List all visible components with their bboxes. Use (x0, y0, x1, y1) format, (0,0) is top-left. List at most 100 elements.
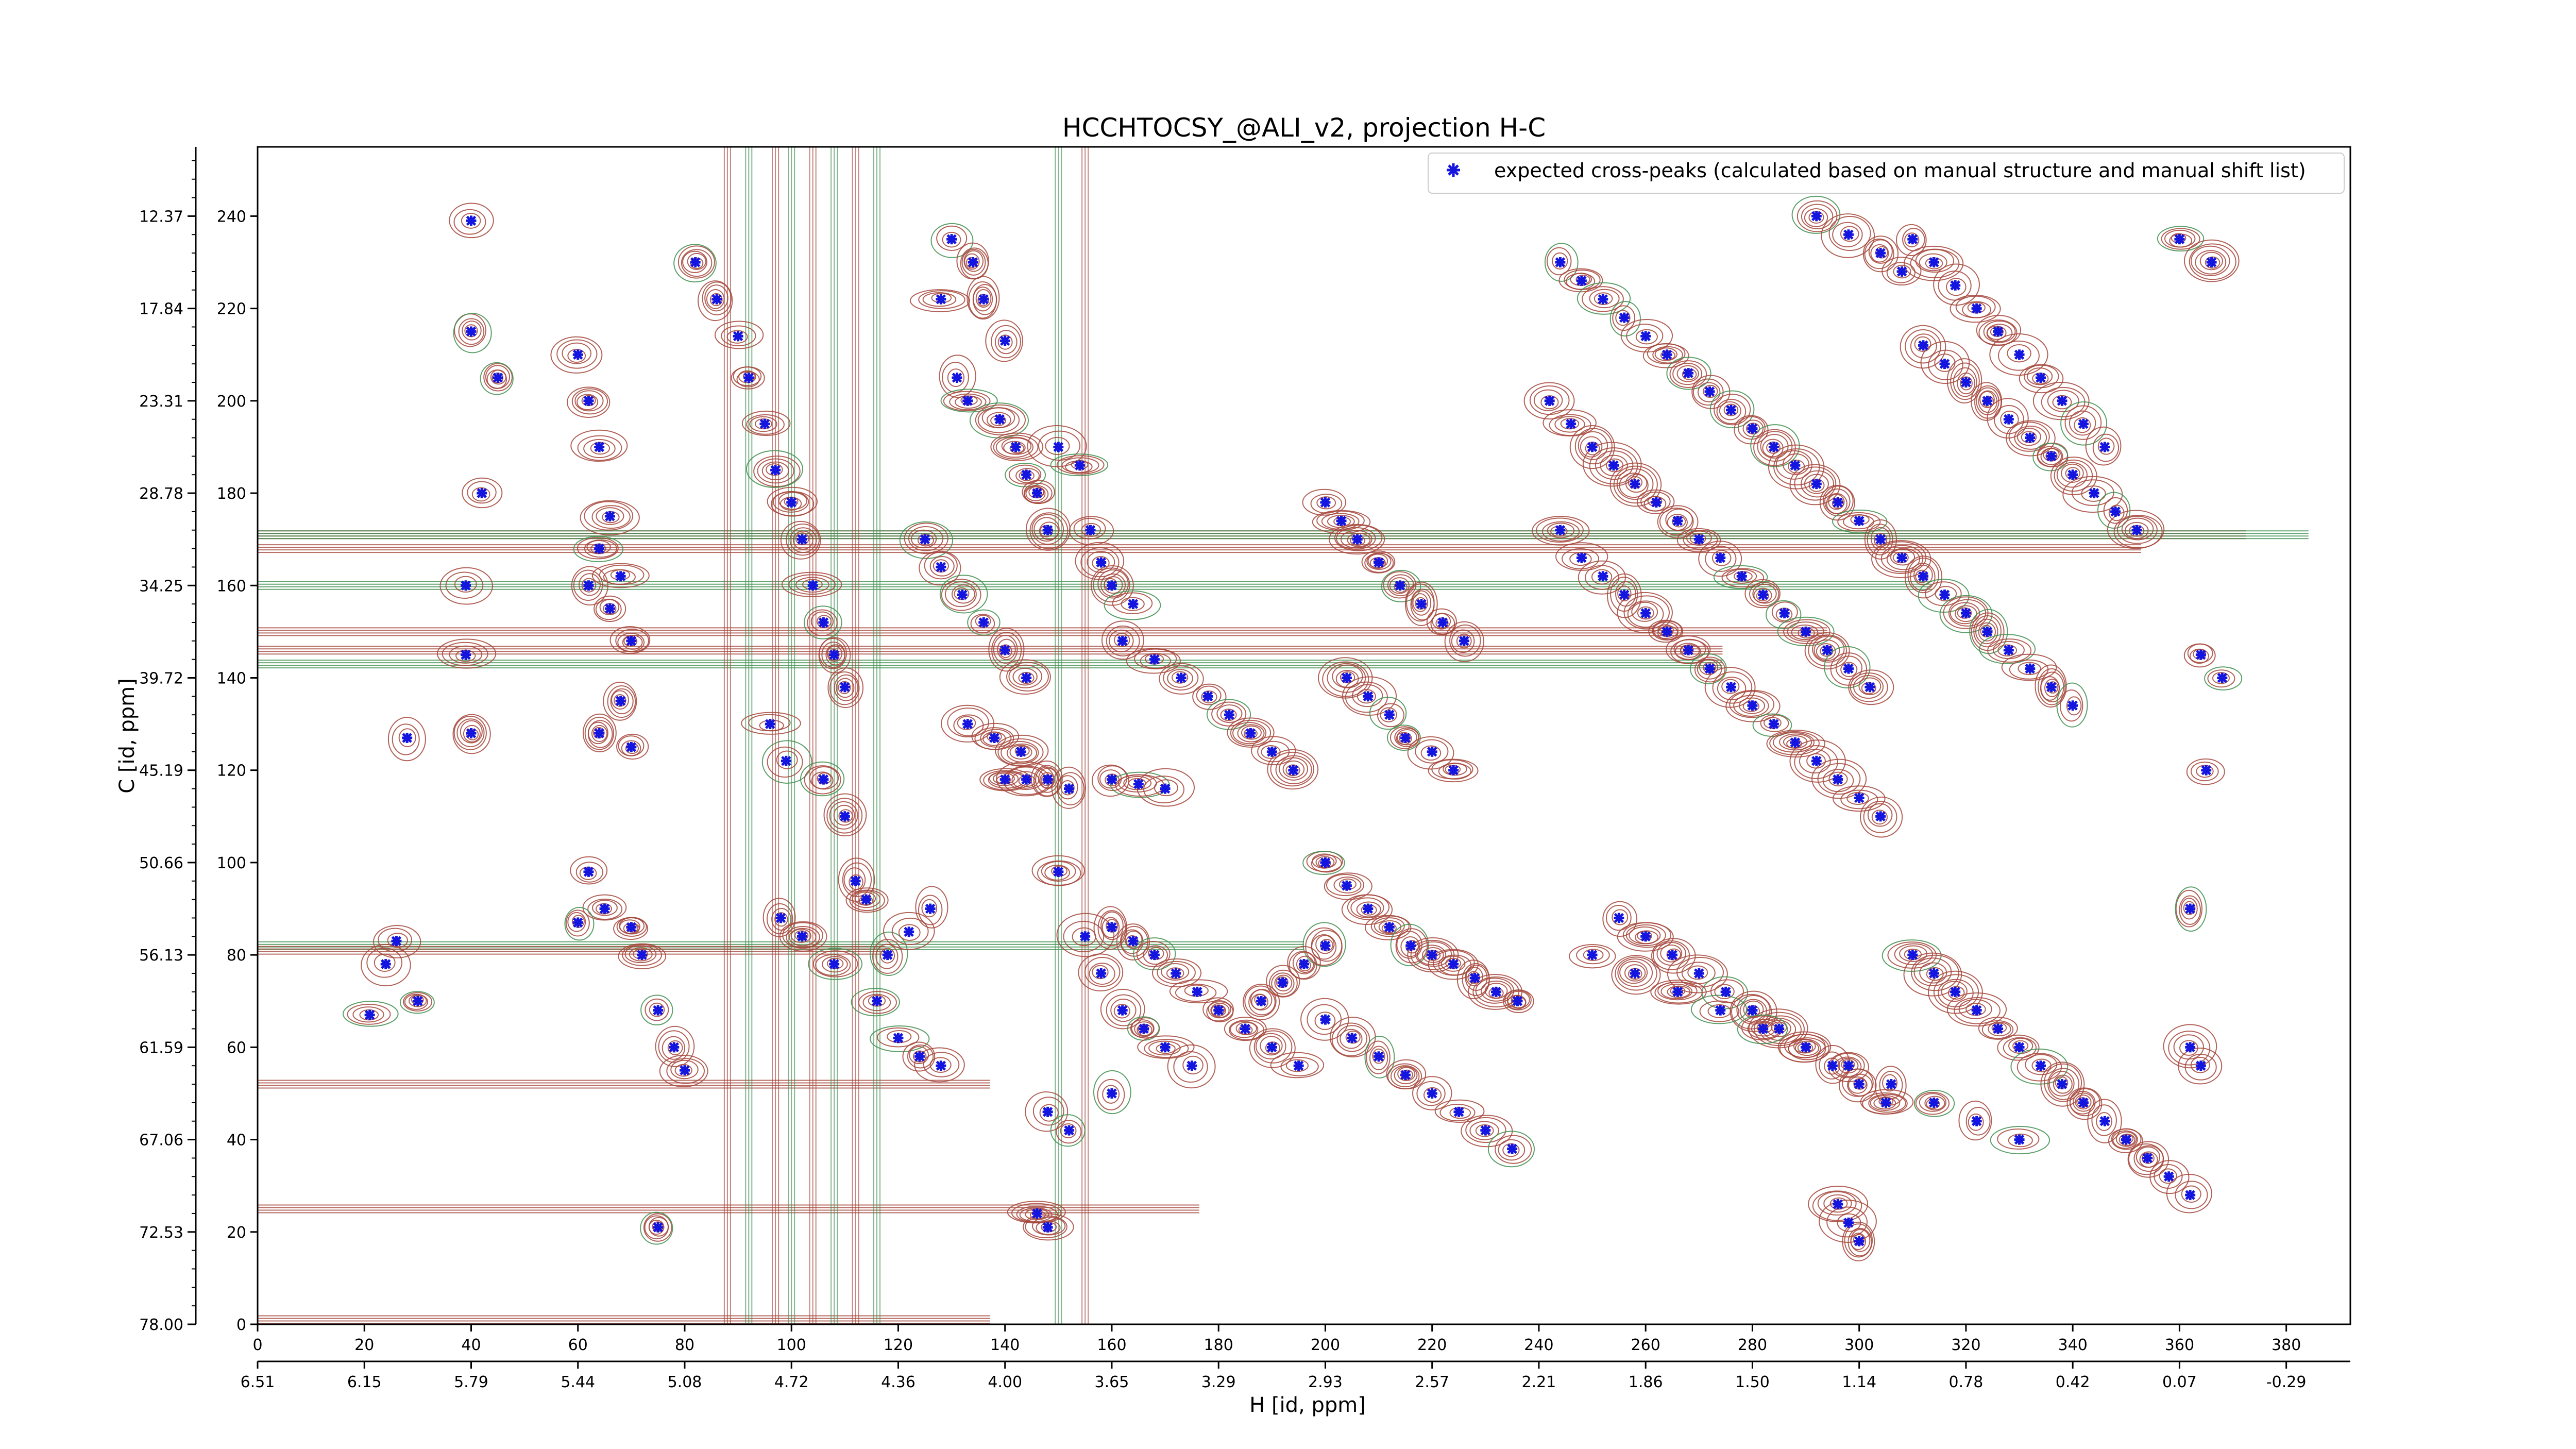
contour-ring (564, 906, 595, 941)
cross-peak-marker (1640, 931, 1651, 942)
contour-ring (2060, 401, 2108, 446)
cross-peak-marker (604, 511, 615, 521)
contour-ring (826, 798, 863, 834)
contour-ring (778, 492, 808, 510)
contour-ring (1893, 264, 1911, 279)
cross-peak-marker (786, 497, 797, 508)
contour-ring (1169, 979, 1228, 1004)
contour-ring (1978, 1017, 2018, 1040)
contour-ring (1192, 683, 1227, 710)
cross-peak-marker (936, 294, 946, 305)
contour-ring (2212, 672, 2230, 684)
cross-peak-marker (1704, 386, 1715, 397)
contour-ring (2047, 390, 2079, 412)
contour-layer (258, 147, 2309, 1324)
contour-ring (1749, 582, 1780, 606)
contour-ring (1789, 464, 1841, 506)
cross-peak-marker (1725, 682, 1736, 693)
contour-ring (2190, 761, 2219, 782)
cross-peak-marker (839, 811, 850, 822)
contour-ring (908, 526, 944, 551)
x-index-tick-label: 340 (2058, 1336, 2088, 1354)
cross-peak-marker (466, 728, 477, 739)
contour-ring (581, 578, 597, 593)
contour-ring (471, 487, 490, 502)
contour-ring (462, 477, 503, 509)
cross-peak-marker (1469, 972, 1480, 983)
contour-ring (1109, 629, 1134, 652)
cross-peak-marker (1747, 423, 1758, 434)
contour-ring (815, 954, 851, 976)
contour-ring (1905, 329, 1942, 364)
contour-ring (594, 595, 626, 622)
contour-ring (1173, 1051, 1208, 1083)
contour-ring (1110, 999, 1137, 1022)
cross-peak-marker (1747, 700, 1758, 711)
contour-ring (1090, 565, 1134, 606)
contour-ring (1137, 768, 1195, 807)
contour-ring (1801, 204, 1834, 229)
contour-ring (1625, 924, 1666, 946)
cross-peak-marker (1640, 331, 1651, 342)
contour-ring (872, 939, 903, 974)
contour-ring (997, 738, 1044, 766)
contour-ring (1114, 632, 1130, 647)
contour-ring (1676, 365, 1699, 382)
contour-ring (387, 717, 426, 762)
cross-peak-marker (477, 488, 487, 499)
x-ppm-tick-label: 0.78 (1949, 1373, 1984, 1391)
contour-ring (997, 334, 1013, 350)
contour-ring (1914, 336, 1931, 352)
cross-peak-marker (1031, 1208, 1042, 1219)
contour-ring (997, 638, 1016, 660)
contour-ring (1163, 665, 1199, 691)
contour-ring (838, 681, 851, 695)
legend-box (1428, 153, 2345, 194)
cross-peak-marker (1074, 460, 1085, 471)
contour-ring (2096, 1112, 2112, 1131)
contour-ring (721, 325, 756, 347)
contour-ring (1208, 1000, 1231, 1019)
contour-ring (2032, 443, 2069, 471)
contour-ring (629, 947, 653, 962)
contour-ring (1148, 947, 1164, 960)
cross-peak-marker (1341, 672, 1352, 683)
cross-peak-marker (1651, 497, 1662, 508)
contour-ring (1721, 679, 1740, 694)
contour-ring (1987, 638, 2032, 663)
contour-ring (899, 521, 954, 559)
contour-ring (1315, 935, 1335, 954)
contour-ring (659, 1055, 708, 1088)
cross-peak-marker (936, 1060, 946, 1071)
contour-ring (1625, 474, 1648, 493)
cross-peak-marker (461, 649, 471, 660)
contour-ring (1612, 305, 1636, 331)
cross-peak-marker (1171, 968, 1181, 979)
cross-peak-marker (1747, 1005, 1758, 1016)
contour-ring (2097, 437, 2115, 455)
cross-peak-marker (1021, 469, 1032, 480)
contour-ring (1578, 431, 1608, 460)
cross-peak-marker (2089, 488, 2099, 499)
contour-ring (2112, 1130, 2138, 1149)
cross-peak-marker (968, 257, 978, 268)
contour-ring (1609, 462, 1662, 507)
contour-ring (2163, 1024, 2217, 1069)
x-ppm-tick-label: 5.08 (668, 1373, 702, 1391)
contour-ring (1487, 1131, 1535, 1168)
contour-ring (2166, 1173, 2212, 1214)
contour-ring (1705, 546, 1737, 572)
cross-peak-marker (1459, 635, 1469, 646)
cross-peak-marker (1374, 557, 1384, 568)
contour-ring (1838, 1068, 1877, 1103)
contour-ring (1680, 644, 1700, 658)
contour-ring (1552, 252, 1568, 270)
contour-ring (1933, 974, 1979, 1010)
x-ppm-tick-label: 5.44 (561, 1373, 595, 1391)
cross-peak-marker (1801, 626, 1811, 637)
contour-ring (570, 856, 608, 885)
cross-peak-marker (1843, 663, 1854, 674)
contour-ring (1686, 530, 1712, 546)
cross-peak-marker (1886, 1079, 1896, 1090)
contour-ring (1835, 655, 1862, 680)
